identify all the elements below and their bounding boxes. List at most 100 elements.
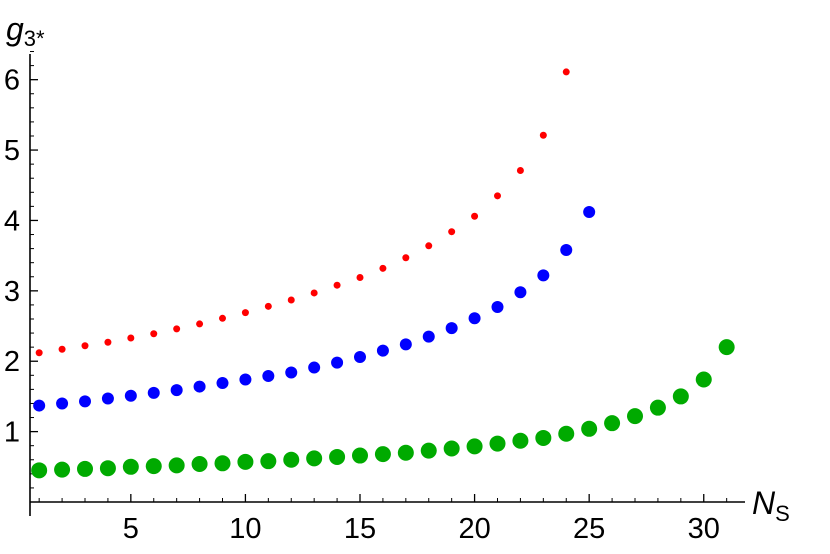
data-point-series-2 bbox=[101, 392, 114, 405]
y-axis-label-main: g bbox=[6, 11, 24, 47]
data-point-series-3 bbox=[718, 339, 735, 356]
y-tick-label: 3 bbox=[4, 276, 20, 308]
data-point-series-2 bbox=[216, 377, 229, 390]
x-tick-label: 5 bbox=[123, 513, 139, 545]
data-point-series-2 bbox=[147, 386, 160, 399]
x-axis-label-main: N bbox=[752, 485, 776, 521]
y-tick-label: 2 bbox=[4, 346, 20, 378]
y-axis-label: g3* bbox=[6, 11, 45, 51]
data-point-series-3 bbox=[122, 458, 139, 475]
y-tick-label: 1 bbox=[4, 417, 20, 449]
data-point-series-1 bbox=[516, 166, 524, 174]
data-point-series-3 bbox=[54, 461, 71, 478]
data-point-series-2 bbox=[285, 366, 298, 379]
data-point-series-2 bbox=[308, 361, 321, 374]
data-point-series-3 bbox=[77, 460, 93, 477]
data-point-series-3 bbox=[145, 458, 162, 475]
y-axis-label-sub: 3* bbox=[24, 26, 45, 51]
x-tick-label: 25 bbox=[573, 513, 605, 545]
data-point-series-3 bbox=[649, 399, 666, 416]
data-point-series-3 bbox=[672, 388, 689, 405]
data-point-series-1 bbox=[104, 338, 112, 346]
data-point-series-3 bbox=[214, 455, 231, 472]
data-point-series-3 bbox=[31, 462, 48, 479]
data-point-series-1 bbox=[219, 314, 226, 322]
data-point-series-1 bbox=[310, 289, 318, 297]
data-point-series-3 bbox=[535, 429, 552, 446]
y-tick-label: 4 bbox=[4, 205, 20, 237]
data-point-series-1 bbox=[127, 334, 135, 342]
data-point-series-2 bbox=[468, 312, 481, 325]
data-point-series-1 bbox=[264, 302, 272, 310]
data-point-series-3 bbox=[283, 451, 300, 468]
data-point-series-3 bbox=[695, 371, 712, 388]
data-point-series-3 bbox=[558, 425, 575, 442]
data-point-series-3 bbox=[237, 453, 254, 470]
data-point-series-3 bbox=[604, 415, 621, 432]
data-point-series-2 bbox=[399, 338, 412, 351]
ticks bbox=[30, 51, 728, 502]
data-point-series-2 bbox=[170, 384, 183, 397]
data-point-series-3 bbox=[397, 444, 414, 461]
data-point-series-3 bbox=[260, 453, 277, 470]
data-point-series-3 bbox=[489, 435, 506, 452]
x-tick-label: 10 bbox=[229, 513, 261, 545]
data-point-series-1 bbox=[448, 228, 456, 236]
data-point-series-2 bbox=[583, 206, 596, 219]
data-point-series-1 bbox=[471, 212, 479, 220]
data-point-series-1 bbox=[356, 273, 364, 281]
y-tick-label: 6 bbox=[4, 65, 20, 97]
data-point-series-1 bbox=[196, 320, 204, 328]
data-point-series-2 bbox=[331, 356, 344, 369]
data-point-series-1 bbox=[402, 254, 410, 262]
data-point-series-3 bbox=[627, 408, 643, 425]
data-point-series-2 bbox=[354, 351, 366, 364]
data-point-series-3 bbox=[191, 455, 208, 472]
data-point-series-1 bbox=[150, 330, 158, 338]
data-point-series-2 bbox=[514, 286, 527, 299]
data-point-series-2 bbox=[239, 373, 252, 386]
data-point-series-1 bbox=[425, 242, 433, 250]
data-point-series-1 bbox=[539, 131, 547, 139]
data-point-series-3 bbox=[352, 447, 368, 464]
y-tick-label: 5 bbox=[4, 135, 20, 167]
x-tick-label: 15 bbox=[344, 513, 376, 545]
data-point-series-3 bbox=[168, 457, 185, 474]
data-point-series-1 bbox=[494, 192, 501, 200]
data-point-series-3 bbox=[374, 446, 391, 463]
data-point-series-1 bbox=[81, 342, 89, 350]
data-point-series-2 bbox=[376, 344, 389, 357]
data-point-series-2 bbox=[445, 322, 458, 335]
data-point-series-1 bbox=[562, 68, 570, 76]
data-point-series-1 bbox=[173, 325, 181, 333]
x-tick-label: 30 bbox=[688, 513, 720, 545]
data-point-series-2 bbox=[262, 370, 275, 383]
data-point-series-3 bbox=[420, 442, 437, 459]
data-point-series-2 bbox=[537, 269, 550, 282]
data-point-series-2 bbox=[33, 399, 46, 412]
data-point-series-3 bbox=[443, 440, 460, 457]
data-point-series-3 bbox=[581, 420, 598, 437]
data-point-series-2 bbox=[193, 380, 206, 393]
data-point-series-1 bbox=[379, 264, 387, 272]
data-point-series-1 bbox=[35, 349, 43, 357]
x-tick-label: 20 bbox=[458, 513, 490, 545]
data-point-series-1 bbox=[333, 281, 341, 289]
data-point-series-2 bbox=[560, 244, 573, 257]
data-point-series-1 bbox=[58, 345, 66, 353]
axes bbox=[29, 54, 745, 516]
data-point-series-2 bbox=[422, 330, 435, 343]
data-point-series-3 bbox=[512, 432, 529, 449]
data-point-series-2 bbox=[491, 301, 504, 314]
data-point-series-3 bbox=[306, 450, 323, 467]
x-axis-label: NS bbox=[752, 485, 790, 526]
data-point-series-2 bbox=[79, 395, 91, 408]
x-axis-label-sub: S bbox=[775, 501, 790, 526]
data-point-series-3 bbox=[466, 438, 483, 455]
data-point-series-2 bbox=[124, 389, 137, 402]
data-point-series-3 bbox=[99, 460, 116, 477]
data-point-series-3 bbox=[329, 448, 346, 465]
data-point-series-2 bbox=[56, 397, 69, 410]
data-point-series-1 bbox=[241, 309, 249, 317]
